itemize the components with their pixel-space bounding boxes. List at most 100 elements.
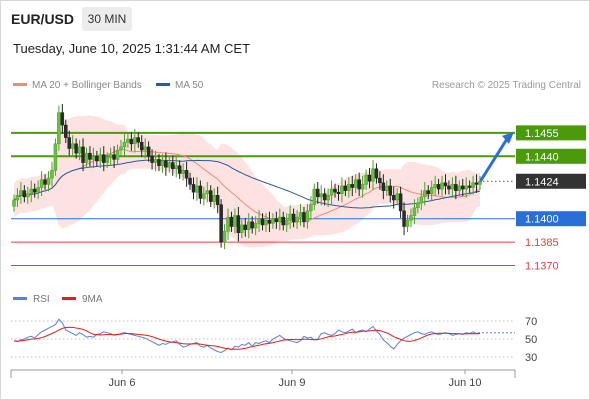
rsi-ma-legend-swatch — [62, 297, 76, 300]
candle-bear — [184, 170, 189, 179]
price-level-label-0: 1.1455 — [525, 128, 559, 140]
candle-bear — [398, 193, 403, 212]
rsi-legend-label: RSI — [33, 294, 50, 305]
candle-bear — [22, 190, 27, 198]
candle-bear — [447, 185, 451, 190]
candle-bull — [105, 157, 109, 163]
price-level-badge-3 — [516, 211, 586, 227]
candle-bull — [288, 213, 292, 221]
price-level-badge-1 — [516, 148, 586, 164]
candle-bear — [243, 224, 248, 230]
candle-bull — [246, 221, 251, 230]
candle-bull — [395, 193, 399, 201]
symbol-label: EUR/USD — [11, 11, 75, 27]
candle-bull — [84, 152, 89, 163]
candle-bull — [340, 185, 344, 194]
candle-bull — [326, 195, 330, 201]
candle-bull — [26, 193, 30, 198]
candle-bull — [412, 207, 417, 216]
bollinger-band — [14, 115, 480, 248]
candle-bear — [402, 210, 406, 227]
candle-bear — [250, 221, 254, 229]
candle-bear — [146, 146, 151, 157]
rsi-tick-label-50: 50 — [525, 334, 537, 346]
candle-bull — [126, 138, 130, 143]
candle-bull — [91, 156, 96, 160]
candle-bear — [43, 179, 47, 185]
candle-bear — [177, 165, 182, 174]
candle-bear — [60, 112, 65, 126]
candle-bear — [454, 184, 458, 191]
candle-bear — [236, 215, 241, 234]
x-tick-label-2: Jun 10 — [448, 377, 481, 389]
candle-bull — [284, 220, 289, 226]
candle-bear — [101, 154, 106, 163]
candle-bull — [450, 184, 455, 190]
x-tick-label-1: Jun 9 — [279, 377, 306, 389]
candle-bear — [267, 220, 272, 224]
candle-bull — [12, 199, 16, 207]
rsi-legend-swatch — [13, 297, 27, 300]
candle-bear — [67, 137, 71, 149]
candle-bear — [81, 146, 85, 163]
candle-bull — [385, 185, 389, 191]
forecast-arrow-shaft — [479, 137, 509, 182]
candle-bull — [429, 187, 434, 194]
candle-bull — [167, 162, 172, 168]
candle-bull — [278, 216, 282, 223]
price-level-label-4: 1.1385 — [525, 237, 559, 249]
candle-bear — [291, 213, 296, 223]
candle-bull — [133, 137, 137, 145]
candle-bull — [257, 218, 261, 224]
candle-bull — [57, 112, 61, 145]
legend-ma50: MA 50 — [156, 80, 203, 91]
candle-bull — [108, 154, 113, 159]
candle-bull — [119, 146, 123, 151]
candle-bull — [195, 185, 199, 193]
candle-bull — [205, 190, 210, 194]
rsi-line — [13, 318, 481, 354]
candle-bull — [202, 193, 206, 199]
candle-bull — [115, 149, 120, 160]
candle-bear — [316, 188, 320, 198]
candle-bull — [409, 215, 413, 221]
ma50-label: MA 50 — [175, 80, 204, 91]
candle-bull — [309, 204, 313, 212]
candle-bull — [143, 146, 147, 151]
candle-bear — [378, 177, 382, 184]
candle-bull — [15, 195, 20, 201]
ma50-swatch — [156, 82, 170, 86]
candle-bear — [443, 182, 448, 187]
candle-bull — [271, 218, 275, 224]
price-level-label-1: 1.1440 — [525, 151, 559, 163]
candle-bear — [215, 195, 220, 205]
candle-bear — [64, 124, 68, 138]
candle-bull — [174, 165, 178, 170]
forecast-arrow-head — [502, 131, 514, 144]
rsi-tick-label-70: 70 — [525, 316, 537, 328]
timeframe-badge[interactable]: 30 MIN — [82, 7, 132, 31]
candle-bear — [129, 138, 134, 145]
candle-bear — [32, 188, 37, 193]
candle-bull — [329, 188, 334, 196]
candle-bear — [281, 216, 285, 226]
candle-bear — [436, 184, 441, 190]
candle-bear — [219, 204, 223, 243]
candle-bear — [374, 168, 379, 179]
candle-bull — [46, 177, 51, 185]
candle-bull — [433, 184, 437, 188]
candle-bull — [405, 220, 410, 227]
candle-bear — [171, 162, 175, 170]
candle-bull — [233, 215, 237, 227]
candle-bull — [29, 188, 34, 194]
candle-bull — [70, 143, 75, 149]
candle-bear — [460, 185, 465, 190]
candle-bear — [188, 177, 192, 185]
candle-bull — [19, 190, 23, 196]
candle-bear — [139, 142, 144, 151]
candle-bull — [347, 184, 351, 191]
candle-bull — [295, 216, 299, 223]
candle-bear — [336, 191, 341, 194]
candle-bear — [381, 182, 386, 191]
